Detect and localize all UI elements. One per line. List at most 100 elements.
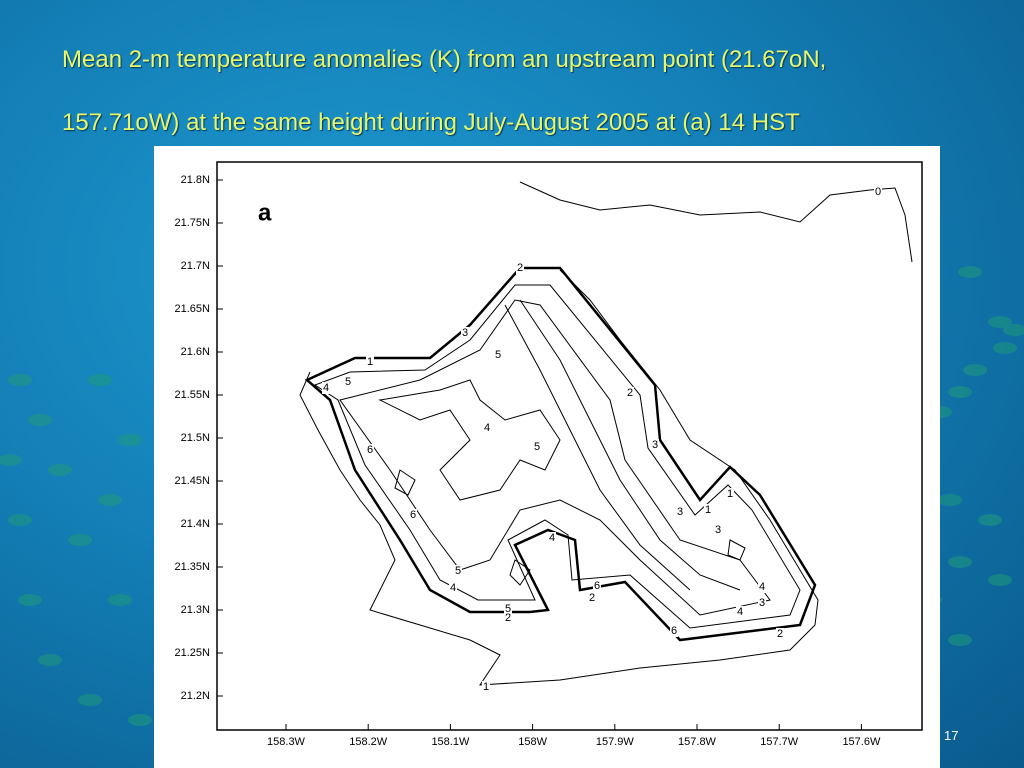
contour-label-bg: [504, 603, 512, 615]
y-tick-label: 21.35N: [175, 561, 211, 573]
contour-label: 4: [549, 532, 555, 544]
contour-label-bg: [494, 349, 502, 361]
slide-title: Mean 2-m temperature anomalies (K) from …: [62, 46, 827, 73]
decor-dot: [978, 514, 1002, 526]
contour-line: [519, 181, 913, 263]
contour-label: 4: [737, 606, 743, 618]
y-tick-label: 21.45N: [175, 475, 211, 487]
decor-dot: [8, 374, 32, 386]
x-tick-label: 158W: [518, 736, 547, 748]
contour-label: 1: [727, 488, 733, 500]
contour-label-bg: [776, 628, 784, 640]
contour-label-bg: [366, 356, 374, 368]
decor-dot: [948, 386, 972, 398]
contour-label: 4: [759, 581, 765, 593]
contour-label: 3: [462, 327, 468, 339]
decor-dot: [128, 714, 152, 726]
decor-dot: [118, 434, 142, 446]
y-tick-label: 21.25N: [175, 647, 211, 659]
contour-label-bg: [704, 504, 712, 516]
decor-dot: [1003, 324, 1024, 336]
decor-dot: [948, 634, 972, 646]
contour-label: 5: [505, 603, 511, 615]
x-tick-label: 157.9W: [596, 736, 635, 748]
contour-label: 2: [517, 262, 523, 274]
contour-label: 0: [875, 186, 881, 198]
y-tick-label: 21.55N: [175, 389, 211, 401]
contour-label-bg: [461, 327, 469, 339]
contour-label-bg: [670, 625, 678, 637]
contour-label: 5: [345, 376, 351, 388]
contour-label-bg: [516, 262, 524, 274]
decor-dot: [988, 574, 1012, 586]
y-tick-label: 21.8N: [181, 174, 210, 186]
decor-dot: [988, 316, 1012, 328]
x-tick-label: 157.6W: [842, 736, 881, 748]
coastline: [304, 266, 817, 642]
contour-map: a 21.8N 21.75N 21.7N 21.65N 21.6N 21.55N 21.5N…: [175, 161, 923, 748]
contour-label: 4: [484, 422, 490, 434]
decor-dot: [108, 594, 132, 606]
contour-label-bg: [758, 597, 766, 609]
contour-label: 2: [777, 628, 783, 640]
contour-label: 1: [367, 356, 373, 368]
contour-label: 3: [715, 524, 721, 536]
contour-label-bg: [533, 441, 541, 453]
contour-label-bg: [322, 382, 330, 394]
contour-label-bg: [874, 186, 882, 198]
contour-label: 2: [589, 592, 595, 604]
contour-label: 6: [594, 580, 600, 592]
x-tick-label: 158.1W: [431, 736, 470, 748]
contour-label-bg: [409, 509, 417, 521]
contour-label-bg: [588, 592, 596, 604]
decor-dot: [963, 364, 987, 376]
x-tick-label: 158.3W: [267, 736, 306, 748]
map-panel: a 21.8N 21.75N 21.7N 21.65N 21.6N 21.55N 21.5N…: [154, 146, 940, 768]
contour-label: 6: [410, 509, 416, 521]
y-tick-label: 21.4N: [181, 518, 210, 530]
contour-label: 5: [455, 565, 461, 577]
contour-label-bg: [548, 532, 556, 544]
contour-label-bg: [593, 580, 601, 592]
decor-dot: [948, 556, 972, 568]
contour-label-bg: [651, 439, 659, 451]
x-tick-label: 157.7W: [760, 736, 799, 748]
decor-dot: [78, 694, 102, 706]
contour-line: [313, 284, 801, 629]
contour-line: [504, 304, 691, 591]
y-tick-label: 21.7N: [181, 260, 210, 272]
y-tick-label: 21.6N: [181, 346, 210, 358]
contour-line: [378, 379, 561, 501]
contour-label-bg: [454, 565, 462, 577]
contour-label-bg: [676, 506, 684, 518]
x-tick-label: 157.8W: [678, 736, 717, 748]
contour-label: 4: [323, 382, 329, 394]
contour-label-bg: [726, 488, 734, 500]
decor-dot: [68, 534, 92, 546]
contour-label-bg: [736, 606, 744, 618]
contour-label: 6: [367, 444, 373, 456]
contour-label-bg: [626, 387, 634, 399]
contour-label: 4: [450, 582, 456, 594]
decor-dot: [88, 374, 112, 386]
contour-label-bg: [344, 376, 352, 388]
contour-label: 6: [671, 625, 677, 637]
contour-label-bg: [504, 612, 512, 624]
contour-line: [394, 469, 746, 586]
contour-label: 1: [483, 681, 489, 693]
y-tick-label: 21.2N: [181, 690, 210, 702]
decor-dot: [28, 414, 52, 426]
contour-label-bg: [758, 581, 766, 593]
y-tick-label: 21.3N: [181, 604, 210, 616]
decor-dot: [958, 266, 982, 278]
y-tick-label: 21.5N: [181, 432, 210, 444]
contour-label: 3: [677, 506, 683, 518]
slide-title: 157.71oW) at the same height during July…: [62, 109, 800, 136]
panel-label: a: [258, 199, 272, 226]
x-tick-label: 158.2W: [349, 736, 388, 748]
contour-label: 2: [627, 387, 633, 399]
contour-label-bg: [366, 444, 374, 456]
contour-line: [519, 299, 741, 591]
contour-label: 5: [534, 441, 540, 453]
